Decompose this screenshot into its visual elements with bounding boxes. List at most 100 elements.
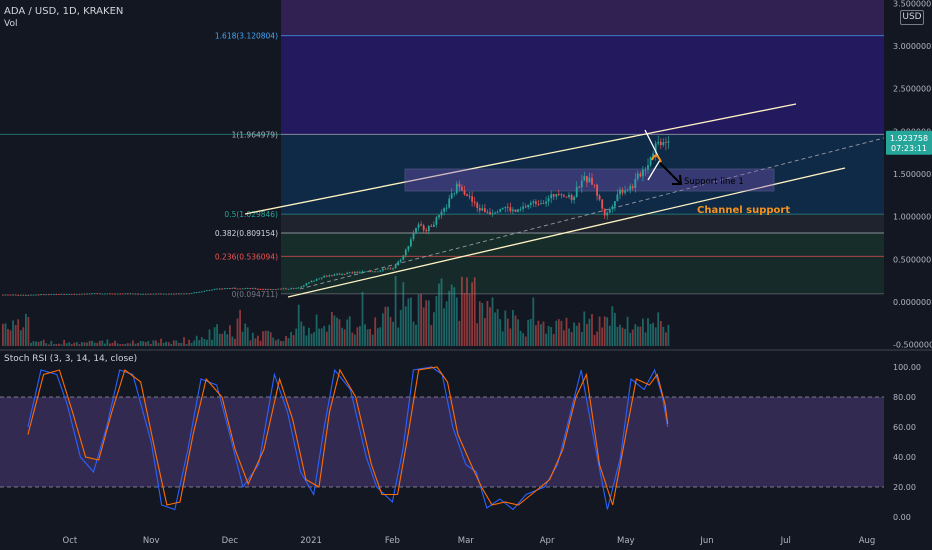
volume-bar: [404, 306, 407, 346]
candle-body: [313, 280, 315, 282]
price-axis-label: 0.000000: [893, 298, 931, 307]
time-axis-label: 2021: [300, 536, 322, 546]
candle-body: [356, 271, 359, 273]
candle-body: [647, 165, 649, 170]
fib-label: 0.236(0.536094): [215, 252, 278, 261]
candle-body: [109, 293, 111, 295]
candle-body: [251, 288, 254, 290]
candle-body: [443, 208, 445, 212]
candle-body: [152, 293, 155, 295]
candle-body: [522, 206, 524, 209]
fib-label: 0(0.094711): [232, 290, 278, 299]
volume-bar: [389, 317, 392, 346]
volume-bar: [290, 331, 292, 346]
candle-body: [195, 292, 198, 294]
volume-bar: [239, 309, 241, 346]
volume-bar: [417, 294, 420, 346]
time-axis-label: Jun: [699, 536, 713, 546]
price-axis-label: 3.500000: [893, 0, 931, 8]
price-axis-label: 1.500000: [893, 170, 931, 179]
candle-body: [433, 224, 435, 227]
price-axis-label: 2.500000: [893, 85, 931, 94]
volume-bar: [468, 293, 471, 346]
stoch-axis-label: 100.00: [893, 363, 921, 372]
volume-bar: [639, 326, 642, 346]
volume-bar: [308, 327, 310, 346]
candle-body: [417, 224, 420, 228]
candle-body: [274, 289, 277, 290]
candle-body: [30, 294, 32, 296]
volume-bar: [195, 335, 198, 346]
candle-body: [603, 208, 606, 216]
volume-bar: [647, 318, 649, 346]
time-axis-label: Feb: [385, 536, 400, 546]
volume-bar: [318, 328, 320, 346]
volume-bar: [203, 339, 206, 346]
candle-body: [308, 282, 310, 284]
volume-bar: [40, 341, 42, 346]
volume-bar: [657, 312, 660, 346]
volume-bar: [267, 330, 269, 346]
volume-bar: [68, 342, 71, 346]
candle-body: [47, 294, 50, 296]
volume-bar: [659, 321, 662, 346]
candle-body: [394, 265, 397, 269]
volume-bar: [557, 319, 560, 346]
volume-bar: [443, 308, 445, 346]
candle-body: [160, 293, 162, 295]
volume-bar: [608, 325, 611, 346]
candle-body: [280, 288, 282, 290]
volume-bar: [399, 309, 402, 346]
volume-bar: [70, 344, 73, 346]
volume-bar: [274, 340, 277, 346]
volume-bar: [489, 307, 491, 346]
candle-body: [216, 288, 218, 290]
candle-body: [119, 293, 122, 295]
candle-body: [325, 275, 328, 277]
candle-body: [366, 271, 369, 273]
fib-zone: [281, 214, 884, 233]
candle-body: [588, 177, 591, 183]
candle-body: [17, 294, 20, 296]
candle-body: [537, 203, 540, 205]
volume-bar: [331, 312, 333, 346]
candle-body: [116, 293, 119, 295]
volume-bar: [229, 325, 231, 346]
candle-body: [315, 279, 318, 281]
volume-bar: [7, 329, 9, 346]
candle-body: [606, 212, 609, 216]
candle-body: [50, 294, 53, 295]
candle-body: [379, 270, 382, 272]
candle-body: [425, 230, 428, 232]
stoch-rsi-label: Stoch RSI (3, 3, 14, 14, close): [4, 354, 138, 364]
volume-bar: [540, 324, 542, 346]
volume-bar: [359, 326, 361, 346]
countdown-value: 07:23:11: [891, 144, 927, 153]
candle-body: [86, 293, 88, 295]
volume-bar: [491, 297, 494, 346]
candle-body: [318, 278, 320, 280]
candle-body: [420, 224, 422, 226]
volume-bar: [473, 277, 476, 346]
volume-bar: [42, 339, 45, 346]
fib-zone: [281, 256, 884, 294]
volume-bar: [178, 342, 180, 346]
candle-body: [376, 271, 379, 273]
volume-bar: [471, 282, 473, 346]
candle-body: [662, 142, 665, 145]
candle-body: [193, 292, 196, 294]
candle-body: [351, 272, 354, 274]
candle-body: [382, 268, 384, 271]
stoch-axis-label: 60.00: [893, 423, 916, 432]
volume-bar: [654, 327, 657, 346]
candle-body: [374, 271, 377, 273]
candle-body: [170, 293, 173, 295]
volume-bar: [251, 332, 254, 346]
candle-body: [35, 294, 37, 296]
volume-bar: [63, 340, 65, 346]
currency-badge[interactable]: USD: [900, 10, 924, 25]
candle-body: [514, 209, 517, 212]
candle-body: [178, 293, 180, 295]
